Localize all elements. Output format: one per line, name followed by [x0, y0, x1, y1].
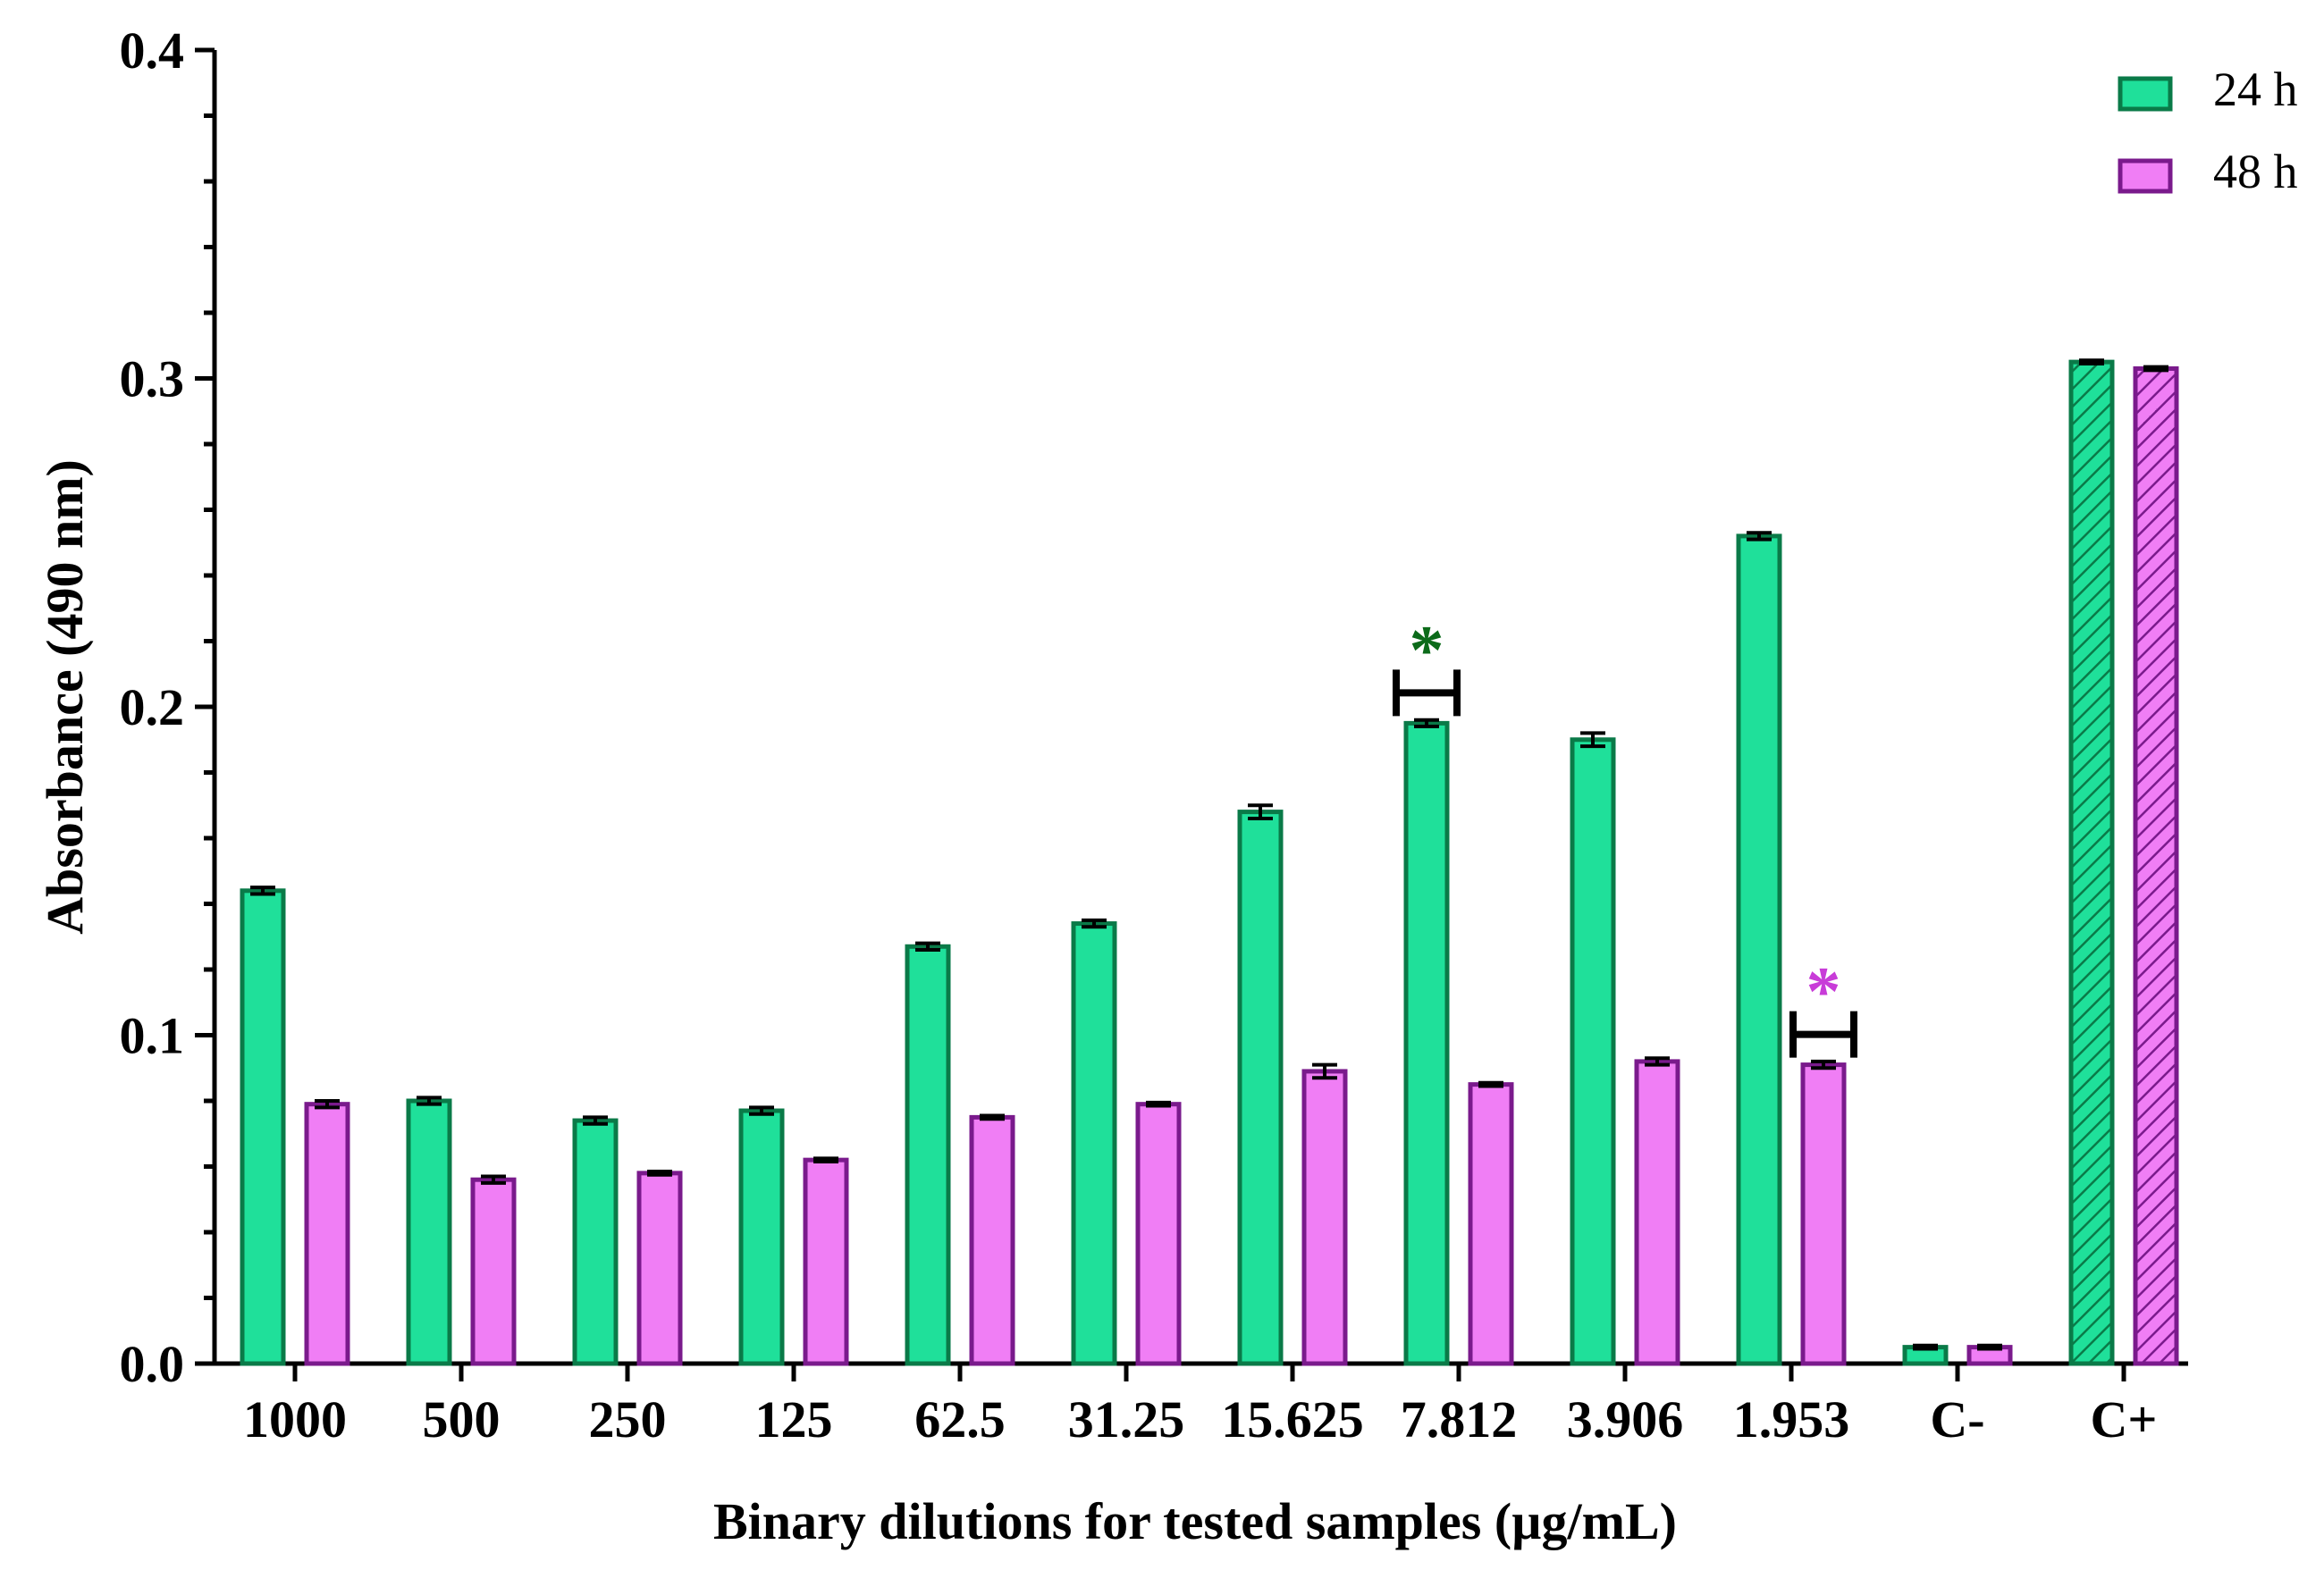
error-bar: [1747, 531, 1772, 542]
error-bar: [250, 886, 275, 896]
error-bar: [1478, 1080, 1503, 1088]
error-bar: [2143, 365, 2168, 373]
bar-48h: [470, 1177, 517, 1366]
x-tick-label: 1.953: [1733, 1390, 1850, 1448]
y-tick-label: 0.0: [120, 1335, 185, 1393]
bar-48h: [1634, 1059, 1680, 1366]
bar-48h: [1301, 1069, 1348, 1366]
significance-star: *: [1806, 953, 1841, 1030]
bar-48h: [1800, 1062, 1847, 1366]
error-bar: [647, 1170, 672, 1177]
x-tick-label: 15.625: [1221, 1390, 1364, 1448]
bar-48h: [969, 1114, 1015, 1366]
legend-label: 48 h: [2213, 145, 2298, 198]
error-bar: [417, 1096, 442, 1106]
y-tick-label: 0.2: [120, 678, 185, 736]
error-bar: [749, 1105, 774, 1116]
x-tick-label: 500: [423, 1390, 501, 1448]
error-bar: [1913, 1343, 1938, 1351]
y-axis-title: Absorbance (490 nm): [36, 459, 94, 935]
error-bar: [1312, 1062, 1337, 1080]
error-bar: [1414, 718, 1439, 729]
error-bar: [315, 1099, 340, 1110]
x-tick-label: 1000: [243, 1390, 347, 1448]
x-tick-label: 250: [589, 1390, 667, 1448]
error-bar: [980, 1113, 1005, 1121]
error-bar: [481, 1174, 506, 1185]
bar-48h: [1135, 1102, 1182, 1366]
error-bar: [1811, 1059, 1836, 1070]
bar-48h: [1468, 1082, 1514, 1366]
error-bar: [1248, 803, 1273, 820]
legend-swatch: [2118, 158, 2173, 194]
error-bar: [1977, 1343, 2002, 1351]
significance-marker: *: [1789, 953, 1857, 1058]
x-tick-label: 31.25: [1068, 1390, 1185, 1448]
significance-star: *: [1410, 610, 1444, 688]
error-bar: [1146, 1100, 1171, 1108]
legend-label: 24 h: [2213, 63, 2298, 116]
error-bar: [813, 1156, 838, 1163]
bar-24h: [406, 1098, 452, 1366]
x-tick-label: 125: [755, 1390, 833, 1448]
error-bar: [1645, 1056, 1670, 1067]
bar-24h: [1403, 720, 1450, 1366]
x-tick-label: 3.906: [1567, 1390, 1684, 1448]
error-bar: [1082, 918, 1107, 929]
bar-24h: [1071, 921, 1117, 1366]
y-tick-label: 0.4: [120, 21, 185, 80]
bar-24h: [738, 1108, 785, 1366]
x-tick-label: C+: [2091, 1390, 2158, 1448]
y-tick-label: 0.3: [120, 350, 185, 408]
error-bar: [915, 941, 940, 952]
x-tick-label: 62.5: [914, 1390, 1006, 1448]
bar-48h: [803, 1157, 849, 1366]
legend-swatch: [2118, 76, 2173, 112]
x-tick-label: C-: [1930, 1390, 1984, 1448]
bar-48h: [636, 1171, 683, 1366]
error-bar: [1580, 731, 1605, 749]
bar-24h: [2068, 359, 2115, 1366]
significance-marker: *: [1393, 610, 1461, 717]
bar-48h: [2133, 365, 2179, 1366]
error-bar: [583, 1115, 608, 1126]
bar-24h: [1736, 533, 1782, 1366]
bar-24h: [572, 1118, 619, 1366]
x-axis-title: Binary dilutions for tested samples (µg/…: [713, 1492, 1677, 1550]
bar-24h: [1570, 737, 1616, 1366]
x-tick-label: 7.812: [1401, 1390, 1518, 1448]
y-tick-label: 0.1: [120, 1007, 185, 1065]
bar-24h: [1237, 810, 1284, 1366]
bar-24h: [905, 944, 951, 1366]
legend-item: 48 h: [2118, 145, 2298, 198]
error-bar: [2079, 358, 2104, 365]
bar-48h: [304, 1102, 350, 1366]
bar-24h: [240, 888, 286, 1366]
legend-item: 24 h: [2118, 63, 2298, 116]
